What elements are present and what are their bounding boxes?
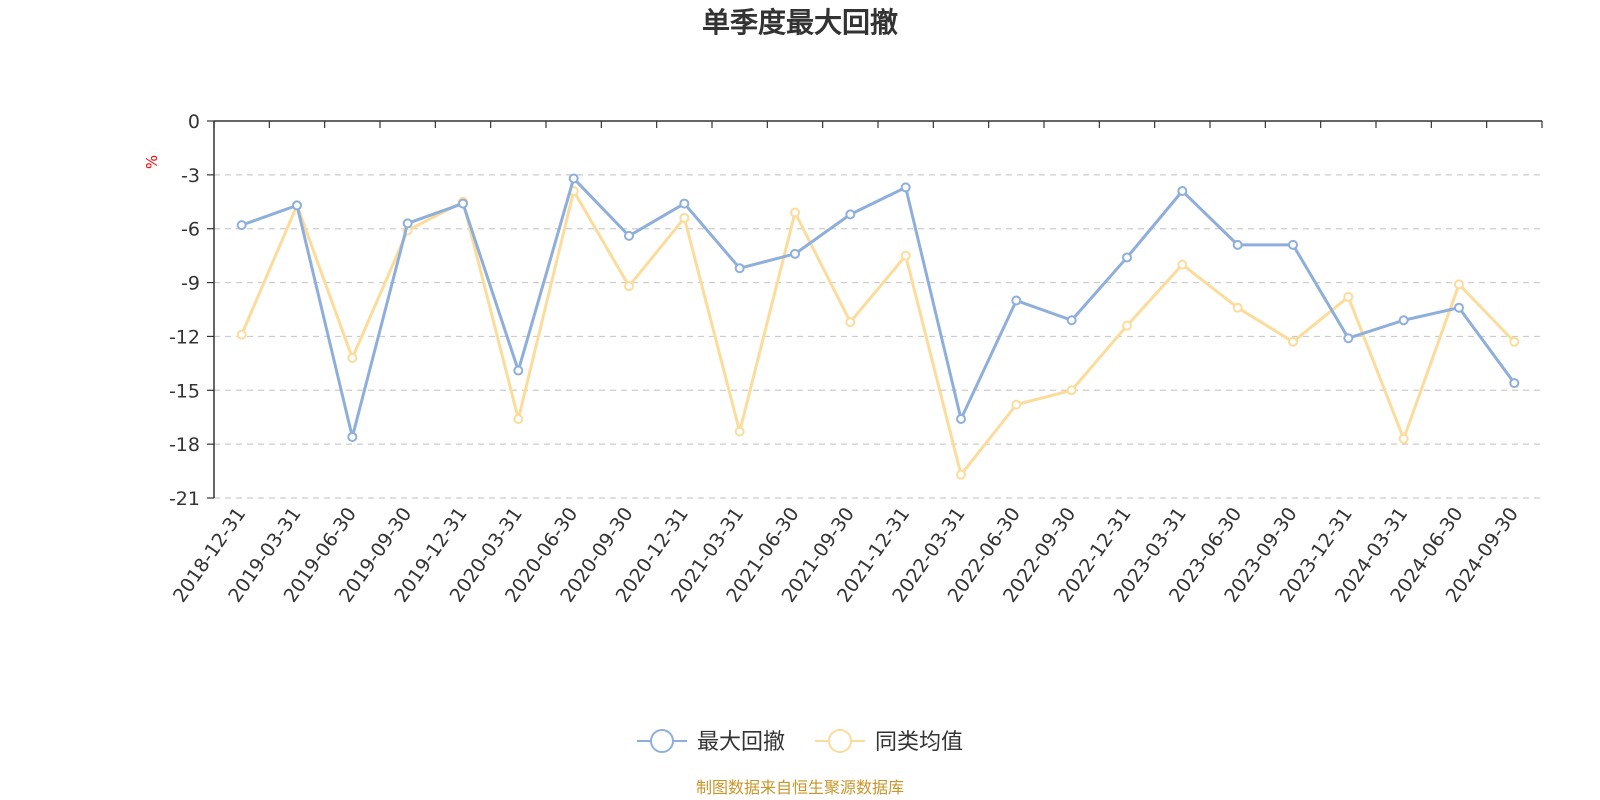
data-point[interactable] (900, 182, 911, 193)
data-point[interactable] (1232, 302, 1243, 313)
data-point[interactable] (734, 263, 745, 274)
data-point[interactable] (845, 209, 856, 220)
data-point[interactable] (679, 212, 690, 223)
data-point[interactable] (790, 207, 800, 218)
y-axis-unit: % (143, 155, 161, 169)
data-point[interactable] (402, 218, 413, 229)
y-tick-label: -9 (181, 273, 200, 295)
data-point[interactable] (1066, 315, 1077, 326)
series-line-1 (240, 189, 1516, 477)
axes: 0-3-6-9-12-15-18-212018-12-312019-03-312… (169, 111, 1543, 606)
data-point[interactable] (679, 198, 690, 209)
data-point[interactable] (1343, 333, 1354, 344)
y-tick-label: -18 (169, 434, 200, 456)
data-point[interactable] (1066, 385, 1077, 396)
grid-lines (214, 174, 1542, 499)
data-point[interactable] (1122, 252, 1132, 263)
data-point[interactable] (956, 469, 966, 480)
data-point[interactable] (1122, 320, 1132, 331)
data-point[interactable] (790, 248, 800, 259)
data-point[interactable] (347, 431, 358, 442)
legend-item-1[interactable]: 同类均值 (815, 729, 963, 755)
data-point[interactable] (1011, 295, 1022, 306)
data-point[interactable] (347, 352, 358, 363)
data-point[interactable] (1177, 259, 1188, 270)
legend-circle-icon (828, 729, 852, 753)
y-tick-label: 0 (188, 111, 200, 133)
data-point[interactable] (1398, 315, 1409, 326)
y-tick-label: -6 (181, 219, 200, 241)
legend[interactable]: 最大回撤 同类均值 (637, 729, 963, 755)
data-point[interactable] (513, 414, 524, 425)
data-point[interactable] (624, 230, 634, 241)
legend-label: 同类均值 (875, 730, 963, 755)
data-point[interactable] (845, 317, 856, 328)
y-tick-label: -12 (169, 326, 200, 348)
legend-label: 最大回撤 (697, 730, 785, 755)
chart-title: 单季度最大回撤 (702, 6, 898, 39)
y-tick-label: -21 (169, 488, 200, 510)
data-point[interactable] (624, 281, 634, 292)
y-tick-label: -3 (181, 165, 200, 187)
data-point[interactable] (458, 198, 468, 209)
data-point[interactable] (1177, 186, 1188, 197)
data-point[interactable] (1398, 433, 1409, 444)
data-point[interactable] (1509, 336, 1520, 347)
series-line-0 (241, 176, 1516, 439)
legend-item-0[interactable]: 最大回撤 (637, 729, 785, 755)
data-point[interactable] (1011, 399, 1022, 410)
data-point[interactable] (292, 200, 302, 211)
series-lines (236, 173, 1520, 480)
data-point[interactable] (1343, 291, 1354, 302)
data-point[interactable] (513, 365, 524, 376)
data-point[interactable] (956, 414, 966, 425)
legend-circle-icon (650, 729, 674, 753)
data-point[interactable] (236, 220, 247, 231)
data-point[interactable] (1232, 239, 1243, 250)
y-tick-label: -15 (169, 380, 200, 402)
data-point[interactable] (568, 173, 579, 184)
data-point[interactable] (236, 329, 247, 340)
data-point[interactable] (1454, 302, 1464, 313)
data-point[interactable] (1509, 378, 1520, 389)
data-point[interactable] (1288, 336, 1298, 347)
data-point[interactable] (900, 250, 911, 261)
data-point[interactable] (734, 426, 745, 437)
data-point[interactable] (1454, 279, 1464, 290)
data-point[interactable] (1288, 239, 1298, 250)
source-note: 制图数据来自恒生聚源数据库 (696, 778, 904, 797)
